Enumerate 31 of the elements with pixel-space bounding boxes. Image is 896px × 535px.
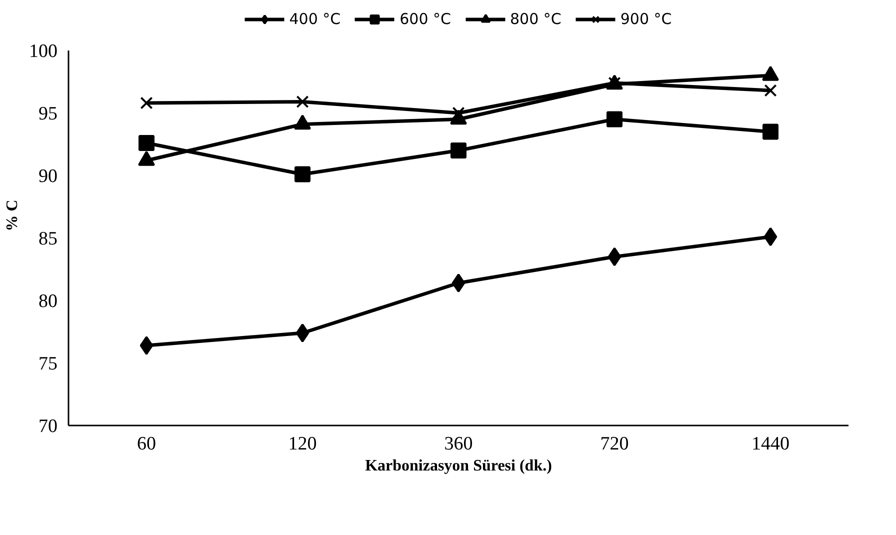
point — [140, 96, 153, 110]
y-axis-title: % C — [4, 200, 21, 232]
y-tick-label: 90 — [38, 166, 58, 187]
y-tick-label: 100 — [29, 41, 58, 62]
x-tick-label: 120 — [288, 434, 317, 454]
x-tick-label: 60 — [137, 434, 156, 454]
point — [296, 324, 310, 342]
x-tick-label: 360 — [444, 434, 473, 454]
point — [764, 227, 778, 246]
point — [762, 124, 778, 140]
legend-label: 800 °C — [510, 9, 562, 29]
y-tick-label: 95 — [38, 104, 58, 124]
point — [606, 111, 622, 128]
y-tick-label: 80 — [38, 291, 58, 312]
point — [138, 135, 154, 151]
x-axis-title: Karbonizasyon Süresi (dk.) — [365, 458, 552, 474]
point — [140, 336, 154, 355]
point — [608, 247, 622, 266]
point — [452, 274, 466, 292]
point — [296, 95, 309, 108]
legend-label: 900 °C — [620, 9, 672, 29]
x-tick-label: 720 — [600, 434, 629, 454]
y-tick-label: 85 — [38, 228, 58, 250]
legend-label: 400 °C — [289, 9, 341, 29]
point — [294, 166, 310, 182]
point — [450, 142, 466, 158]
x-tick-label: 1440 — [752, 434, 790, 454]
y-tick-label: 70 — [38, 416, 58, 437]
point — [764, 84, 777, 97]
legend-label: 600 °C — [400, 9, 451, 29]
y-tick-label: 75 — [38, 354, 58, 374]
